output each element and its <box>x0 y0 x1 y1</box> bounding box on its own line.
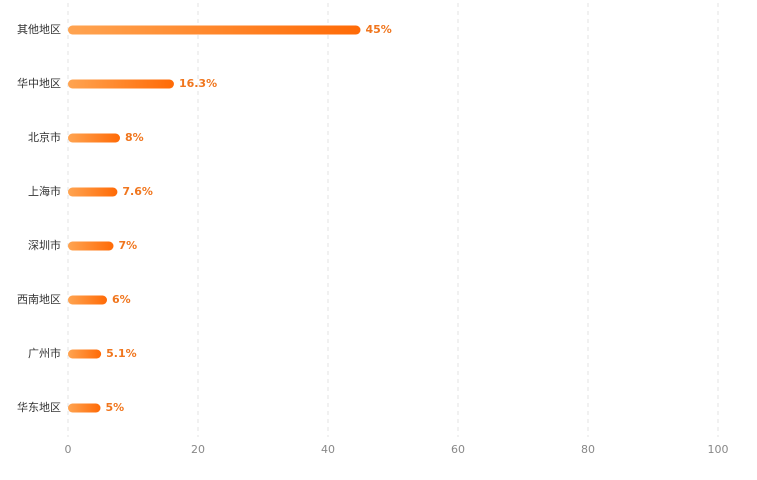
value-label: 8% <box>125 131 144 144</box>
y-tick-label: 华东地区 <box>17 400 61 414</box>
bar <box>68 187 118 197</box>
y-tick-label: 上海市 <box>28 184 61 198</box>
x-tick-label: 20 <box>191 443 205 456</box>
x-tick-label: 60 <box>451 443 465 456</box>
y-tick-label: 深圳市 <box>28 238 61 252</box>
x-tick-label: 0 <box>65 443 72 456</box>
x-tick-label: 40 <box>321 443 335 456</box>
y-tick-label: 西南地区 <box>17 293 61 306</box>
value-label: 6% <box>112 293 131 306</box>
y-tick-label: 其他地区 <box>17 23 61 36</box>
bar <box>68 133 120 143</box>
x-tick-label: 100 <box>708 443 729 456</box>
bar <box>68 79 174 89</box>
bar <box>68 295 107 305</box>
y-tick-label: 北京市 <box>28 130 61 144</box>
bar <box>68 403 101 413</box>
x-tick-label: 80 <box>581 443 595 456</box>
bar <box>68 241 114 251</box>
bar <box>68 349 102 359</box>
value-label: 5.1% <box>106 347 137 360</box>
value-label: 7.6% <box>122 185 153 198</box>
y-tick-label: 广州市 <box>28 346 61 360</box>
bar <box>68 25 361 35</box>
value-label: 16.3% <box>179 77 217 90</box>
value-label: 45% <box>366 23 392 36</box>
value-label: 7% <box>119 239 138 252</box>
value-label: 5% <box>106 401 125 414</box>
y-tick-label: 华中地区 <box>17 76 61 90</box>
